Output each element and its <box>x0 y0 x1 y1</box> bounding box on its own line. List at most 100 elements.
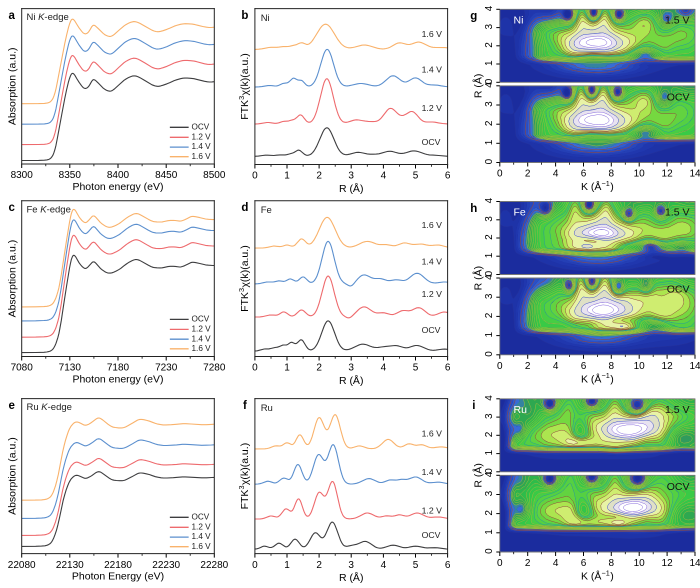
svg-text:Ni: Ni <box>261 13 270 24</box>
svg-text:4: 4 <box>553 558 559 569</box>
svg-text:7080: 7080 <box>11 363 34 374</box>
svg-text:R (Å): R (Å) <box>339 374 364 387</box>
svg-text:1: 1 <box>484 60 495 66</box>
svg-text:Photon energy (eV): Photon energy (eV) <box>72 181 163 193</box>
svg-text:4: 4 <box>381 363 387 374</box>
svg-text:Absorption (a.u.): Absorption (a.u.) <box>7 240 19 318</box>
svg-text:0: 0 <box>484 78 495 84</box>
svg-text:5: 5 <box>413 171 419 182</box>
svg-text:1.2 V: 1.2 V <box>192 522 212 531</box>
svg-text:K ( Å: K ( Å ) − 1 <box>581 365 618 386</box>
svg-text:10: 10 <box>634 169 646 180</box>
svg-text:1.2 V: 1.2 V <box>422 289 442 299</box>
svg-text:OCV: OCV <box>422 325 441 335</box>
svg-text:22130: 22130 <box>56 560 84 571</box>
svg-text:6: 6 <box>581 361 587 372</box>
svg-text:0: 0 <box>497 361 503 372</box>
svg-text:4: 4 <box>553 361 559 372</box>
svg-text:4: 4 <box>553 169 559 180</box>
svg-text:4: 4 <box>484 82 495 88</box>
svg-text:F e K: F e K - e d g e <box>27 199 71 216</box>
svg-text:a: a <box>8 10 15 22</box>
svg-text:2: 2 <box>484 312 495 318</box>
svg-text:1.4 V: 1.4 V <box>422 64 442 74</box>
svg-text:OCV: OCV <box>667 481 690 493</box>
svg-text:i: i <box>472 400 475 412</box>
svg-text:22080: 22080 <box>8 560 36 571</box>
svg-text:6: 6 <box>445 171 451 182</box>
svg-text:1: 1 <box>284 363 290 374</box>
svg-text:6: 6 <box>581 169 587 180</box>
svg-text:3: 3 <box>484 490 495 496</box>
svg-text:R (Å): R (Å) <box>471 463 484 488</box>
svg-text:3: 3 <box>484 24 495 30</box>
svg-text:2: 2 <box>525 169 531 180</box>
svg-text:6: 6 <box>445 560 451 571</box>
svg-text:1.2 V: 1.2 V <box>422 506 442 516</box>
svg-text:1: 1 <box>484 139 495 145</box>
svg-text:0: 0 <box>252 171 258 182</box>
svg-text:F T K χ: F T K χ ( k ) ( a . u . ) 3 <box>235 241 252 312</box>
svg-text:OCV: OCV <box>667 284 690 296</box>
svg-text:7280: 7280 <box>203 363 226 374</box>
svg-text:8350: 8350 <box>59 170 82 181</box>
svg-text:Fe: Fe <box>514 207 526 219</box>
svg-text:0: 0 <box>252 363 258 374</box>
svg-text:0: 0 <box>484 270 495 276</box>
svg-text:d: d <box>241 202 248 214</box>
svg-text:1.4 V: 1.4 V <box>422 256 442 266</box>
svg-text:3: 3 <box>348 171 354 182</box>
svg-text:4: 4 <box>381 560 387 571</box>
svg-text:8400: 8400 <box>107 170 130 181</box>
svg-text:OCV: OCV <box>667 91 690 103</box>
svg-text:4: 4 <box>484 197 495 203</box>
svg-text:8450: 8450 <box>155 170 178 181</box>
svg-text:3: 3 <box>348 560 354 571</box>
svg-text:1: 1 <box>484 332 495 338</box>
svg-text:1.6 V: 1.6 V <box>422 429 442 439</box>
svg-text:7130: 7130 <box>59 363 82 374</box>
svg-text:OCV: OCV <box>192 512 210 521</box>
svg-text:N i K: N i K - e d g e <box>27 7 69 24</box>
svg-text:2: 2 <box>316 363 322 374</box>
svg-text:OCV: OCV <box>192 315 210 324</box>
svg-text:Ru: Ru <box>514 404 528 416</box>
svg-text:OCV: OCV <box>422 530 441 540</box>
svg-text:f: f <box>243 400 247 412</box>
svg-text:1.5 V: 1.5 V <box>665 15 690 27</box>
svg-text:b: b <box>241 10 248 22</box>
svg-text:e: e <box>8 400 14 412</box>
svg-text:2: 2 <box>484 510 495 516</box>
svg-text:1.2 V: 1.2 V <box>192 132 212 141</box>
svg-text:1.4 V: 1.4 V <box>192 532 212 541</box>
svg-text:1.5 V: 1.5 V <box>665 207 690 219</box>
svg-text:4: 4 <box>381 171 387 182</box>
svg-text:Absorption (a.u.): Absorption (a.u.) <box>7 437 19 515</box>
svg-text:R (Å): R (Å) <box>339 571 364 584</box>
svg-text:10: 10 <box>634 361 646 372</box>
svg-text:F T K χ: F T K χ ( k ) ( a . u . ) 3 <box>235 49 252 120</box>
svg-text:Fe: Fe <box>261 205 272 216</box>
svg-text:Ni: Ni <box>514 15 524 27</box>
svg-text:7180: 7180 <box>107 363 130 374</box>
svg-text:1.6 V: 1.6 V <box>192 344 212 353</box>
svg-text:1.6 V: 1.6 V <box>422 220 442 230</box>
svg-text:R (Å): R (Å) <box>471 74 484 99</box>
svg-text:5: 5 <box>413 363 419 374</box>
svg-text:OCV: OCV <box>422 137 441 147</box>
svg-text:0: 0 <box>497 169 503 180</box>
svg-text:8: 8 <box>609 558 615 569</box>
svg-text:4: 4 <box>484 395 495 401</box>
svg-text:12: 12 <box>662 361 674 372</box>
svg-text:4: 4 <box>484 5 495 11</box>
svg-text:3: 3 <box>484 413 495 419</box>
svg-text:2: 2 <box>525 558 531 569</box>
svg-text:4: 4 <box>484 471 495 477</box>
svg-text:1: 1 <box>484 529 495 535</box>
svg-text:1.6 V: 1.6 V <box>192 152 212 161</box>
svg-text:1: 1 <box>484 450 495 456</box>
svg-text:14: 14 <box>689 361 700 372</box>
svg-text:1: 1 <box>284 560 290 571</box>
svg-text:1.4 V: 1.4 V <box>192 142 212 151</box>
svg-text:8500: 8500 <box>203 170 226 181</box>
